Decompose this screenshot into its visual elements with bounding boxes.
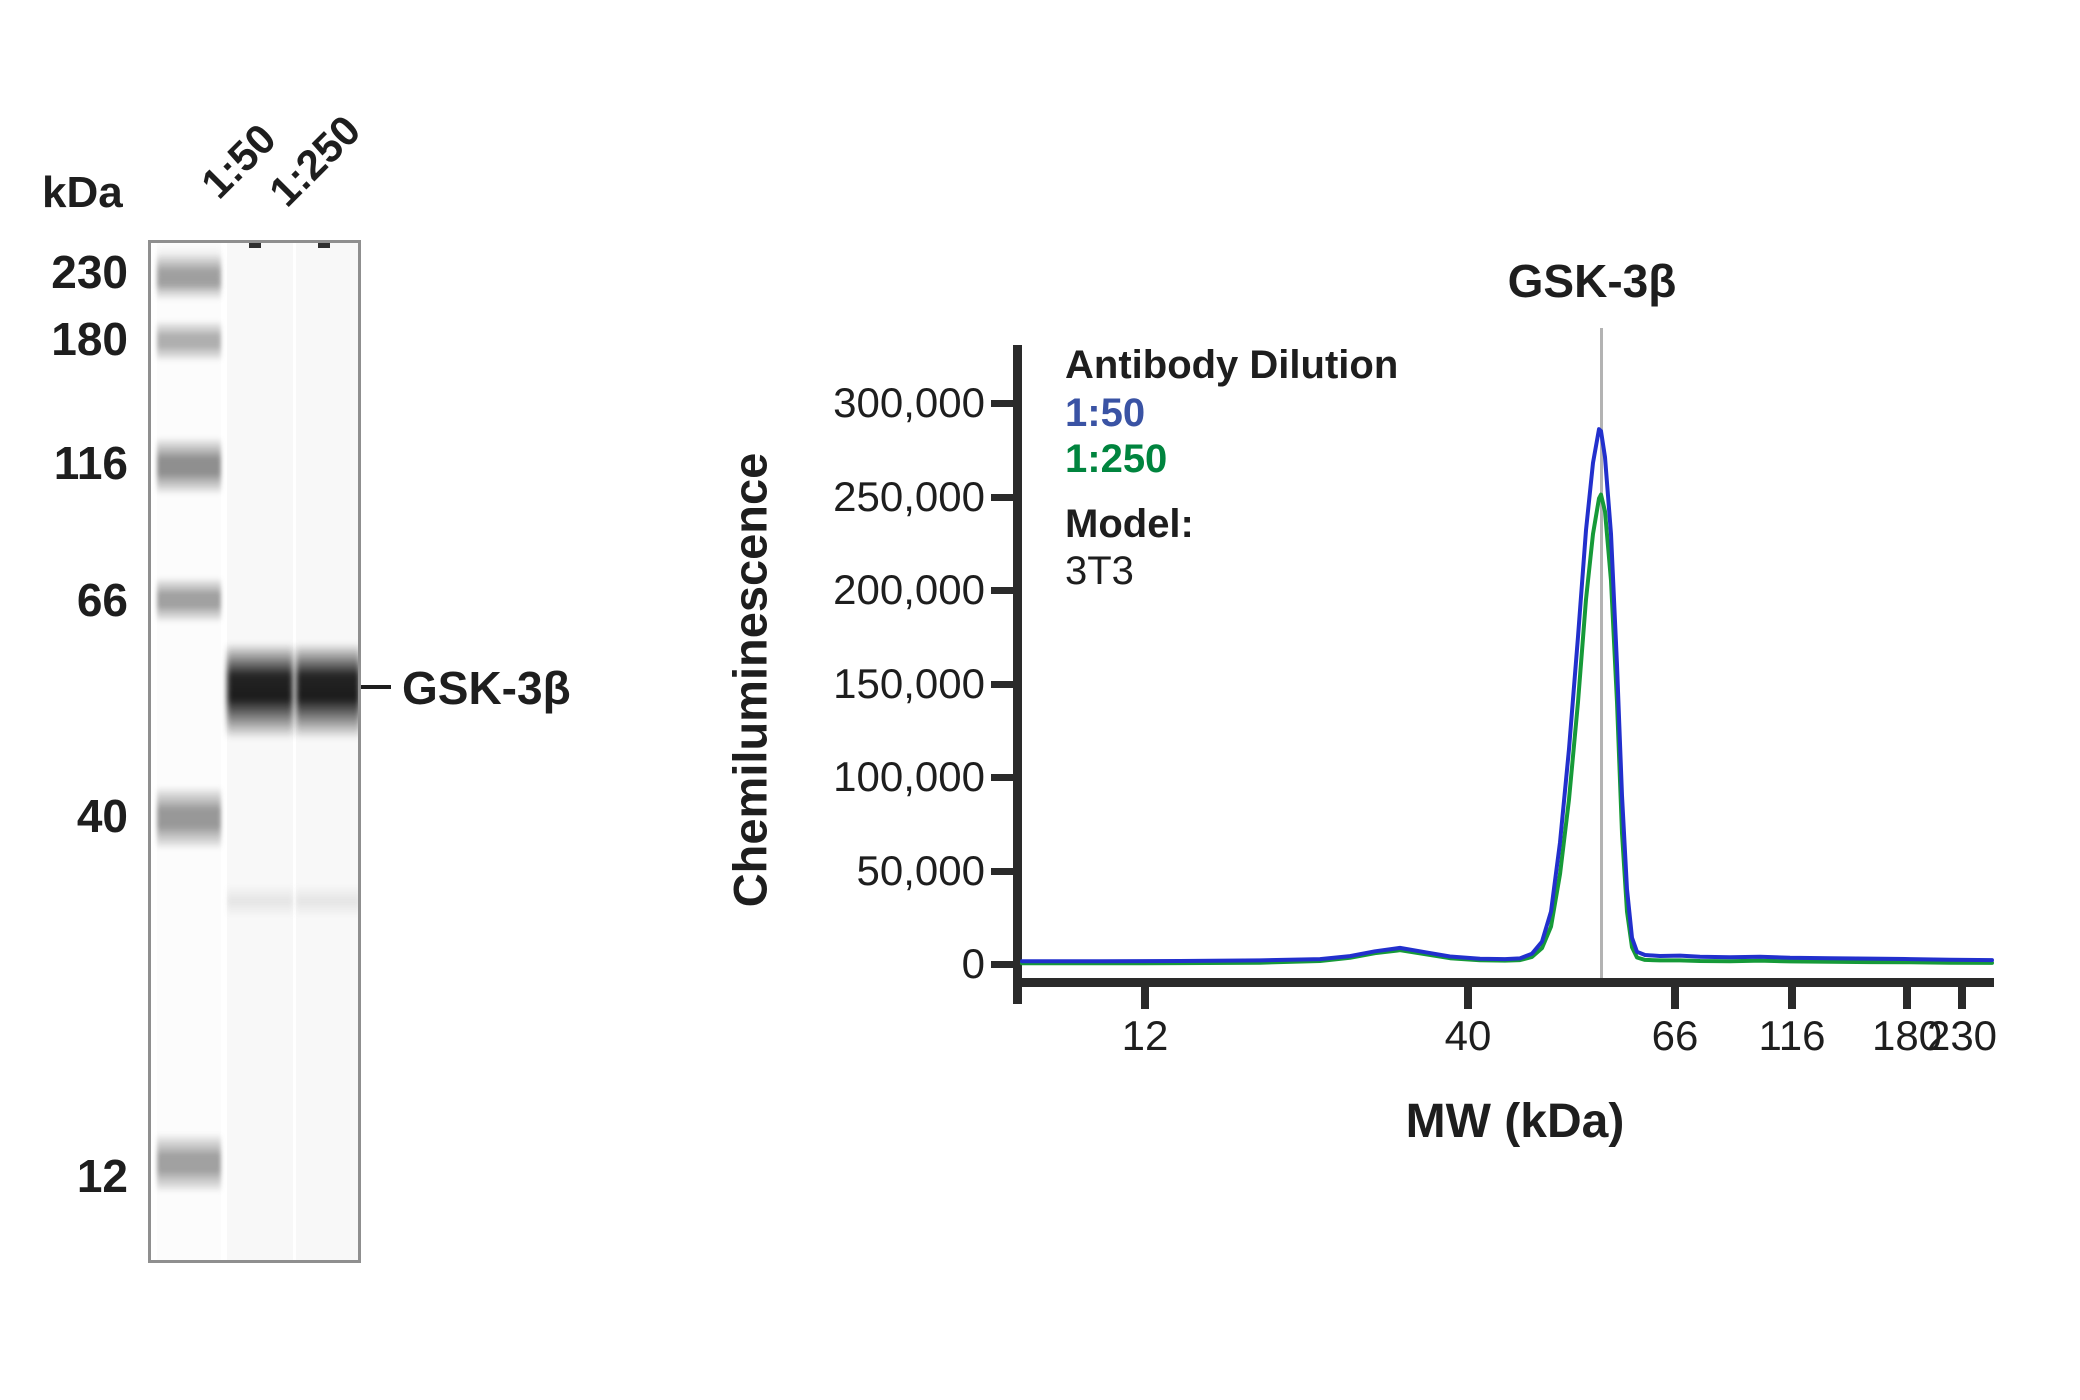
x-tick-label-116: 116 xyxy=(1758,1012,1826,1059)
y-tick-label-0: 0 xyxy=(961,940,985,987)
x-axis-title: MW (kDa) xyxy=(1405,1095,1625,1148)
band-callout-dash xyxy=(361,685,391,689)
x-tick-116 xyxy=(1787,987,1796,1009)
x-tick-180 xyxy=(1903,987,1912,1009)
y-tick-100,000 xyxy=(991,774,1013,781)
y-tick-250,000 xyxy=(991,493,1013,501)
ladder-lane xyxy=(157,243,221,1260)
y-axis-title: Chemiluminescence xyxy=(723,452,777,908)
ladder-band-116 xyxy=(157,437,221,495)
x-tick-40 xyxy=(1464,987,1472,1009)
faint-band-lane-2 xyxy=(296,884,358,918)
marker-label-116: 116 xyxy=(53,437,128,489)
marker-label-66: 66 xyxy=(76,574,128,626)
legend-model-value: 3T3 xyxy=(1065,549,1134,593)
blot-panel xyxy=(148,240,361,1263)
x-axis-line xyxy=(1013,978,1994,987)
ladder-band-12 xyxy=(157,1133,221,1193)
peak-reference-line xyxy=(1600,328,1603,978)
y-tick-label-50,000: 50,000 xyxy=(856,846,985,894)
sample-lane-2 xyxy=(296,243,358,1260)
ladder-band-66 xyxy=(157,577,221,623)
ladder-band-40 xyxy=(157,786,221,850)
x-tick-label-66: 66 xyxy=(1651,1012,1699,1059)
y-tick-50,000 xyxy=(991,867,1013,875)
x-tick-230 xyxy=(1958,987,1967,1009)
x-tick-12 xyxy=(1140,987,1149,1009)
legend-entry-1-250: 1:250 xyxy=(1065,437,1168,481)
target-band-lane-2 xyxy=(296,643,358,739)
x-tick-label-12: 12 xyxy=(1121,1012,1169,1059)
y-tick-0 xyxy=(991,961,1013,968)
lane-label-1-250: 1:250 xyxy=(260,106,370,216)
ladder-top-smear xyxy=(157,247,221,289)
y-axis-line xyxy=(1013,345,1022,1004)
x-tick-label-180: 180 xyxy=(1871,1012,1943,1059)
y-tick-300,000 xyxy=(991,400,1013,407)
kda-unit-label: kDa xyxy=(42,168,123,217)
legend-model-heading: Model: xyxy=(1065,502,1194,546)
legend: Antibody Dilution 1:50 1:250 Model: 3T3 xyxy=(1065,340,1398,594)
marker-label-12: 12 xyxy=(76,1150,128,1202)
target-band-lane-1 xyxy=(227,643,293,739)
x-tick-label-230: 230 xyxy=(1926,1012,1998,1059)
x-tick-label-40: 40 xyxy=(1444,1012,1492,1059)
ladder-band-230 xyxy=(157,253,221,301)
legend-entry-1-50: 1:50 xyxy=(1065,391,1146,435)
y-tick-200,000 xyxy=(991,587,1013,594)
marker-label-180: 180 xyxy=(51,313,128,365)
x-tick-66 xyxy=(1671,987,1679,1009)
ladder-band-180 xyxy=(157,320,221,362)
loading-mark-lane-1 xyxy=(249,243,261,248)
y-tick-label-150,000: 150,000 xyxy=(833,659,985,707)
y-tick-label-300,000: 300,000 xyxy=(833,379,985,426)
legend-heading: Antibody Dilution xyxy=(1065,343,1399,387)
marker-label-230: 230 xyxy=(51,246,128,298)
faint-band-lane-1 xyxy=(227,884,293,918)
sample-lane-1 xyxy=(227,243,293,1260)
y-tick-label-200,000: 200,000 xyxy=(833,566,985,613)
y-tick-150,000 xyxy=(991,680,1013,688)
y-tick-label-100,000: 100,000 xyxy=(833,753,985,800)
loading-mark-lane-2 xyxy=(318,243,330,248)
y-tick-label-250,000: 250,000 xyxy=(833,472,985,520)
peak-annotation-label: GSK-3β xyxy=(1507,255,1677,307)
blot-band-label: GSK-3β xyxy=(402,662,571,714)
marker-label-40: 40 xyxy=(76,790,128,842)
